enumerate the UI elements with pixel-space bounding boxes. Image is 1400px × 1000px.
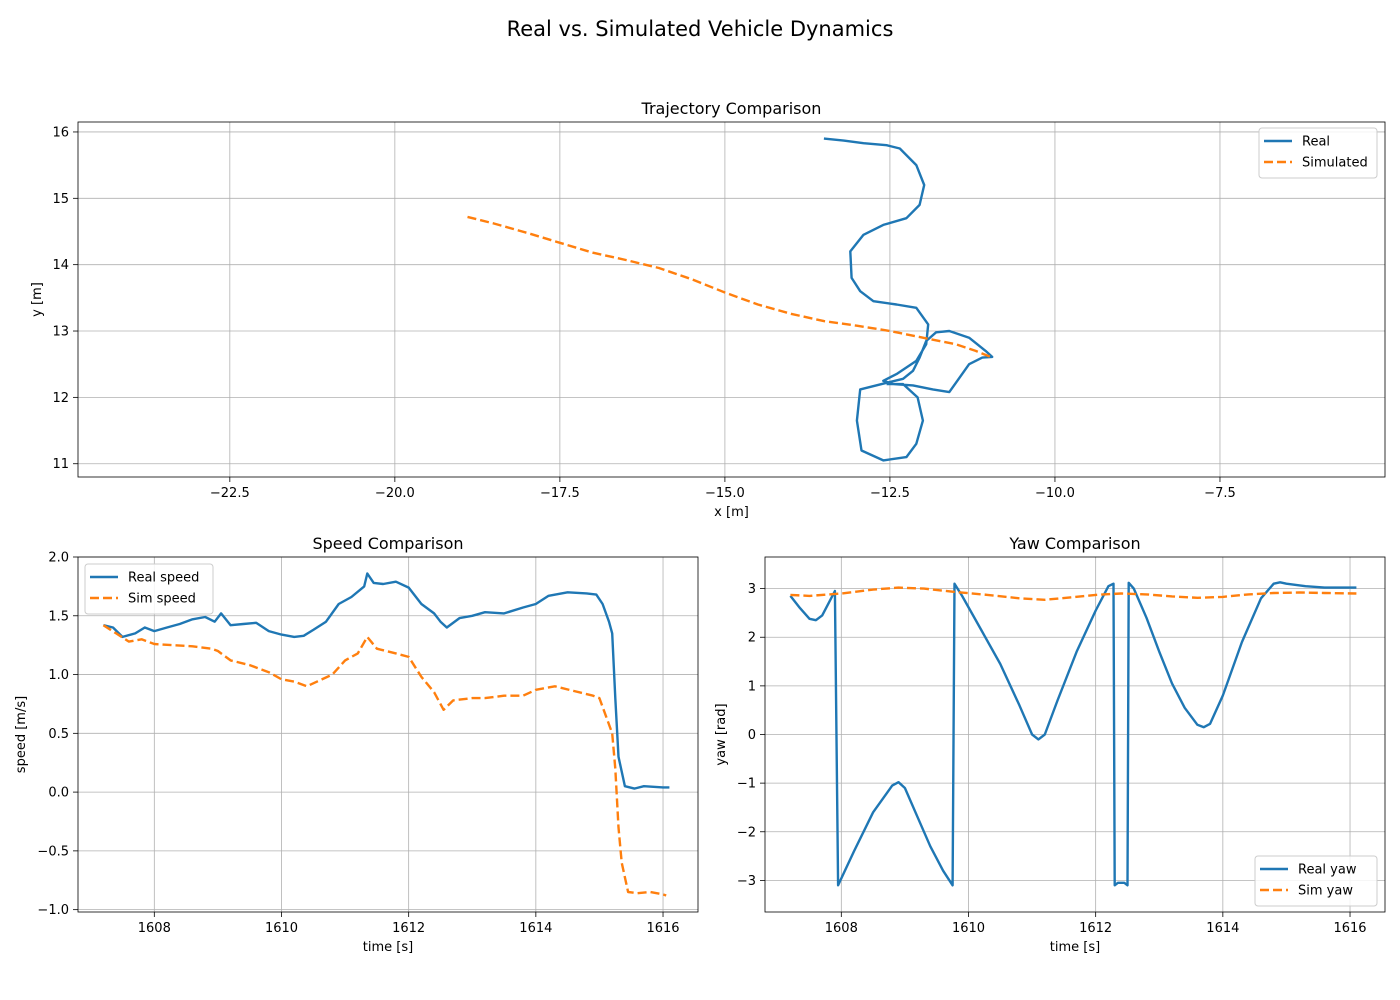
yaw-axes: 1608 1610 1612 1614 1616 −3 −2 −1 0 1 2 3 Yaw Compa… (714, 534, 1386, 955)
y-tick-label: −0.5 (37, 844, 69, 859)
legend-label: Real speed (128, 571, 199, 586)
legend-label: Real (1302, 135, 1330, 150)
sim-series-line (790, 586, 1357, 601)
y-tick-label: 13 (52, 325, 69, 340)
yaw-x-axis-label: time [s] (1050, 940, 1100, 955)
y-tick-label: 1.5 (48, 609, 69, 624)
trajectory-x-axis-label: x [m] (714, 505, 749, 520)
y-tick-label: 0.0 (48, 786, 69, 801)
trajectory-frame (77, 121, 1386, 478)
y-tick-label: −1.0 (37, 903, 69, 918)
yaw-plot-area (789, 581, 1357, 887)
real-series-line (789, 581, 1357, 887)
x-tick-label: −22.5 (210, 486, 250, 501)
y-tick-label: −2 (737, 825, 756, 840)
speed-plot-area (102, 572, 670, 897)
y-tick-label: 2.0 (48, 551, 69, 566)
sim-series-line (102, 624, 667, 897)
y-tick-label: 16 (52, 125, 69, 140)
yaw-legend: Real yaw Sim yaw (1254, 855, 1378, 907)
yaw-grid (765, 557, 1385, 912)
trajectory-plot-area (467, 137, 994, 462)
speed-frame (77, 556, 699, 913)
x-tick-label: −15.0 (705, 486, 745, 501)
x-tick-label: −10.0 (1035, 486, 1075, 501)
y-tick-label: −1 (737, 777, 756, 792)
speed-axes: 1608 1610 1612 1614 1616 −1.0 −0.5 0.0 0.5 1.0 1.5… (14, 534, 699, 955)
legend-label: Sim speed (128, 592, 196, 607)
y-tick-label: 15 (52, 192, 69, 207)
figure-title: Real vs. Simulated Vehicle Dynamics (507, 17, 894, 41)
real-series-line (823, 137, 994, 462)
x-tick-label: 1616 (646, 921, 679, 936)
y-tick-label: 14 (52, 258, 69, 273)
speed-legend: Real speed Sim speed (84, 563, 214, 615)
yaw-title: Yaw Comparison (1008, 534, 1140, 553)
x-tick-label: 1616 (1333, 921, 1366, 936)
legend-label: Sim yaw (1298, 884, 1353, 899)
x-tick-label: 1610 (265, 921, 298, 936)
yaw-ticks: 1608 1610 1612 1614 1616 −3 −2 −1 0 1 2 3 (737, 582, 1367, 936)
trajectory-grid (78, 122, 1385, 477)
y-tick-label: 1.0 (48, 668, 69, 683)
y-tick-label: 3 (748, 582, 756, 597)
x-tick-label: 1614 (1206, 921, 1239, 936)
x-tick-label: 1614 (519, 921, 552, 936)
y-tick-label: −3 (737, 874, 756, 889)
trajectory-axes: −22.5 −20.0 −17.5 −15.0 −12.5 −10.0 −7.5 11 12 13… (30, 99, 1386, 520)
trajectory-y-axis-label: y [m] (30, 282, 45, 317)
y-tick-label: 11 (52, 457, 69, 472)
y-tick-label: 0.5 (48, 727, 69, 742)
yaw-y-axis-label: yaw [rad] (714, 703, 729, 765)
real-series-line (103, 572, 670, 790)
x-tick-label: −17.5 (540, 486, 580, 501)
x-tick-label: 1612 (1079, 921, 1112, 936)
trajectory-ticks: −22.5 −20.0 −17.5 −15.0 −12.5 −10.0 −7.5 11 12 13… (52, 125, 1235, 501)
speed-ticks: 1608 1610 1612 1614 1616 −1.0 −0.5 0.0 0.5 1.0 1.5… (37, 551, 679, 937)
x-tick-label: 1612 (392, 921, 425, 936)
legend-label: Real yaw (1298, 863, 1357, 878)
x-tick-label: 1610 (952, 921, 985, 936)
speed-title: Speed Comparison (312, 534, 463, 553)
sim-series-line (467, 215, 993, 359)
x-tick-label: −7.5 (1204, 486, 1236, 501)
y-tick-label: 12 (52, 391, 69, 406)
speed-y-axis-label: speed [m/s] (14, 696, 29, 773)
y-tick-label: 1 (748, 679, 756, 694)
x-tick-label: −12.5 (870, 486, 910, 501)
legend-label: Simulated (1302, 156, 1368, 171)
x-tick-label: −20.0 (375, 486, 415, 501)
trajectory-title: Trajectory Comparison (641, 99, 822, 118)
speed-x-axis-label: time [s] (363, 940, 413, 955)
y-tick-label: 0 (748, 728, 756, 743)
trajectory-legend: Real Simulated (1258, 127, 1378, 179)
y-tick-label: 2 (748, 631, 756, 646)
x-tick-label: 1608 (825, 921, 858, 936)
x-tick-label: 1608 (138, 921, 171, 936)
